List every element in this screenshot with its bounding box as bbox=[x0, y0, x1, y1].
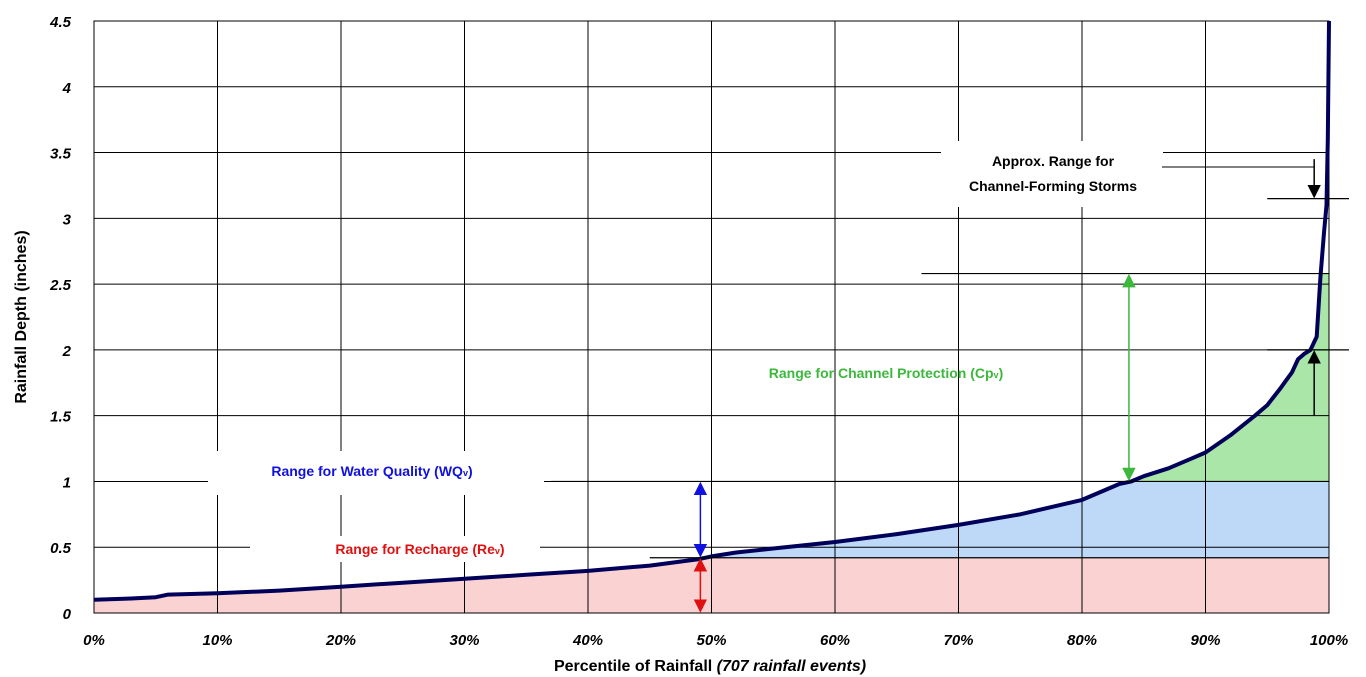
band-channel-protection bbox=[1132, 273, 1329, 482]
plot-frame bbox=[93, 20, 1330, 614]
y-tick-label: 4 bbox=[62, 80, 72, 97]
x-tick-label: 80% bbox=[1067, 632, 1097, 649]
recharge-text: Range for Recharge (Re bbox=[335, 541, 495, 557]
y-tick-labels: 0 0.5 1 1.5 2 2.5 3 3.5 4 4.5 bbox=[49, 14, 72, 623]
x-axis-title-note: (707 rainfall events) bbox=[717, 658, 866, 675]
channel-protection-close: ) bbox=[999, 365, 1004, 381]
channel-forming-label-line1: Approx. Range for bbox=[992, 153, 1115, 169]
reference-lines bbox=[550, 166, 1349, 559]
water-quality-close: ) bbox=[468, 463, 473, 479]
y-tick-label: 3.5 bbox=[50, 146, 72, 163]
y-tick-label: 1 bbox=[63, 474, 71, 491]
water-quality-sub: v bbox=[463, 468, 468, 478]
x-tick-label: 70% bbox=[943, 632, 973, 649]
y-axis-title: Rainfall Depth (inches) bbox=[13, 230, 30, 403]
x-tick-label: 60% bbox=[820, 632, 850, 649]
water-quality-label: Range for Water Quality (WQv) bbox=[271, 463, 472, 479]
x-tick-label: 10% bbox=[202, 632, 232, 649]
y-tick-label: 3 bbox=[63, 211, 72, 228]
x-tick-label: 50% bbox=[696, 632, 726, 649]
recharge-sub: v bbox=[495, 546, 500, 556]
x-tick-labels: 0% 10% 20% 30% 40% 50% 60% 70% 80% 90% 100% bbox=[83, 632, 1348, 649]
x-tick-label: 90% bbox=[1190, 632, 1220, 649]
x-axis-title: Percentile of Rainfall (707 rainfall eve… bbox=[554, 658, 866, 675]
channel-protection-sub: v bbox=[994, 370, 999, 380]
series-line bbox=[93, 20, 1331, 602]
channel-forming-label-line2: Channel-Forming Storms bbox=[969, 178, 1137, 194]
y-tick-label: 0.5 bbox=[50, 540, 72, 557]
channel-protection-text: Range for Channel Protection (Cp bbox=[769, 365, 994, 381]
rainfall-series bbox=[93, 20, 1331, 602]
channel-protection-label: Range for Channel Protection (Cpv) bbox=[769, 365, 1003, 381]
y-tick-label: 4.5 bbox=[49, 14, 72, 31]
x-axis-title-main: Percentile of Rainfall bbox=[554, 658, 712, 675]
recharge-label: Range for Recharge (Rev) bbox=[335, 541, 504, 557]
water-quality-label-box bbox=[208, 451, 544, 495]
y-tick-label: 1.5 bbox=[50, 409, 72, 426]
y-tick-label: 0 bbox=[63, 606, 72, 623]
water-quality-text: Range for Water Quality (WQ bbox=[271, 463, 463, 479]
range-arrows bbox=[693, 159, 1321, 613]
annotations: Approx. Range for Channel-Forming Storms… bbox=[271, 153, 1137, 557]
x-tick-label: 30% bbox=[449, 632, 479, 649]
x-tick-label: 20% bbox=[325, 632, 356, 649]
y-tick-label: 2.5 bbox=[49, 277, 72, 294]
x-tick-label: 100% bbox=[1310, 632, 1348, 649]
x-tick-label: 0% bbox=[83, 632, 105, 649]
y-tick-label: 2 bbox=[62, 343, 72, 360]
recharge-close: ) bbox=[500, 541, 505, 557]
x-tick-label: 40% bbox=[572, 632, 603, 649]
recharge-label-box bbox=[250, 536, 540, 562]
channel-forming-label-box bbox=[941, 141, 1163, 207]
